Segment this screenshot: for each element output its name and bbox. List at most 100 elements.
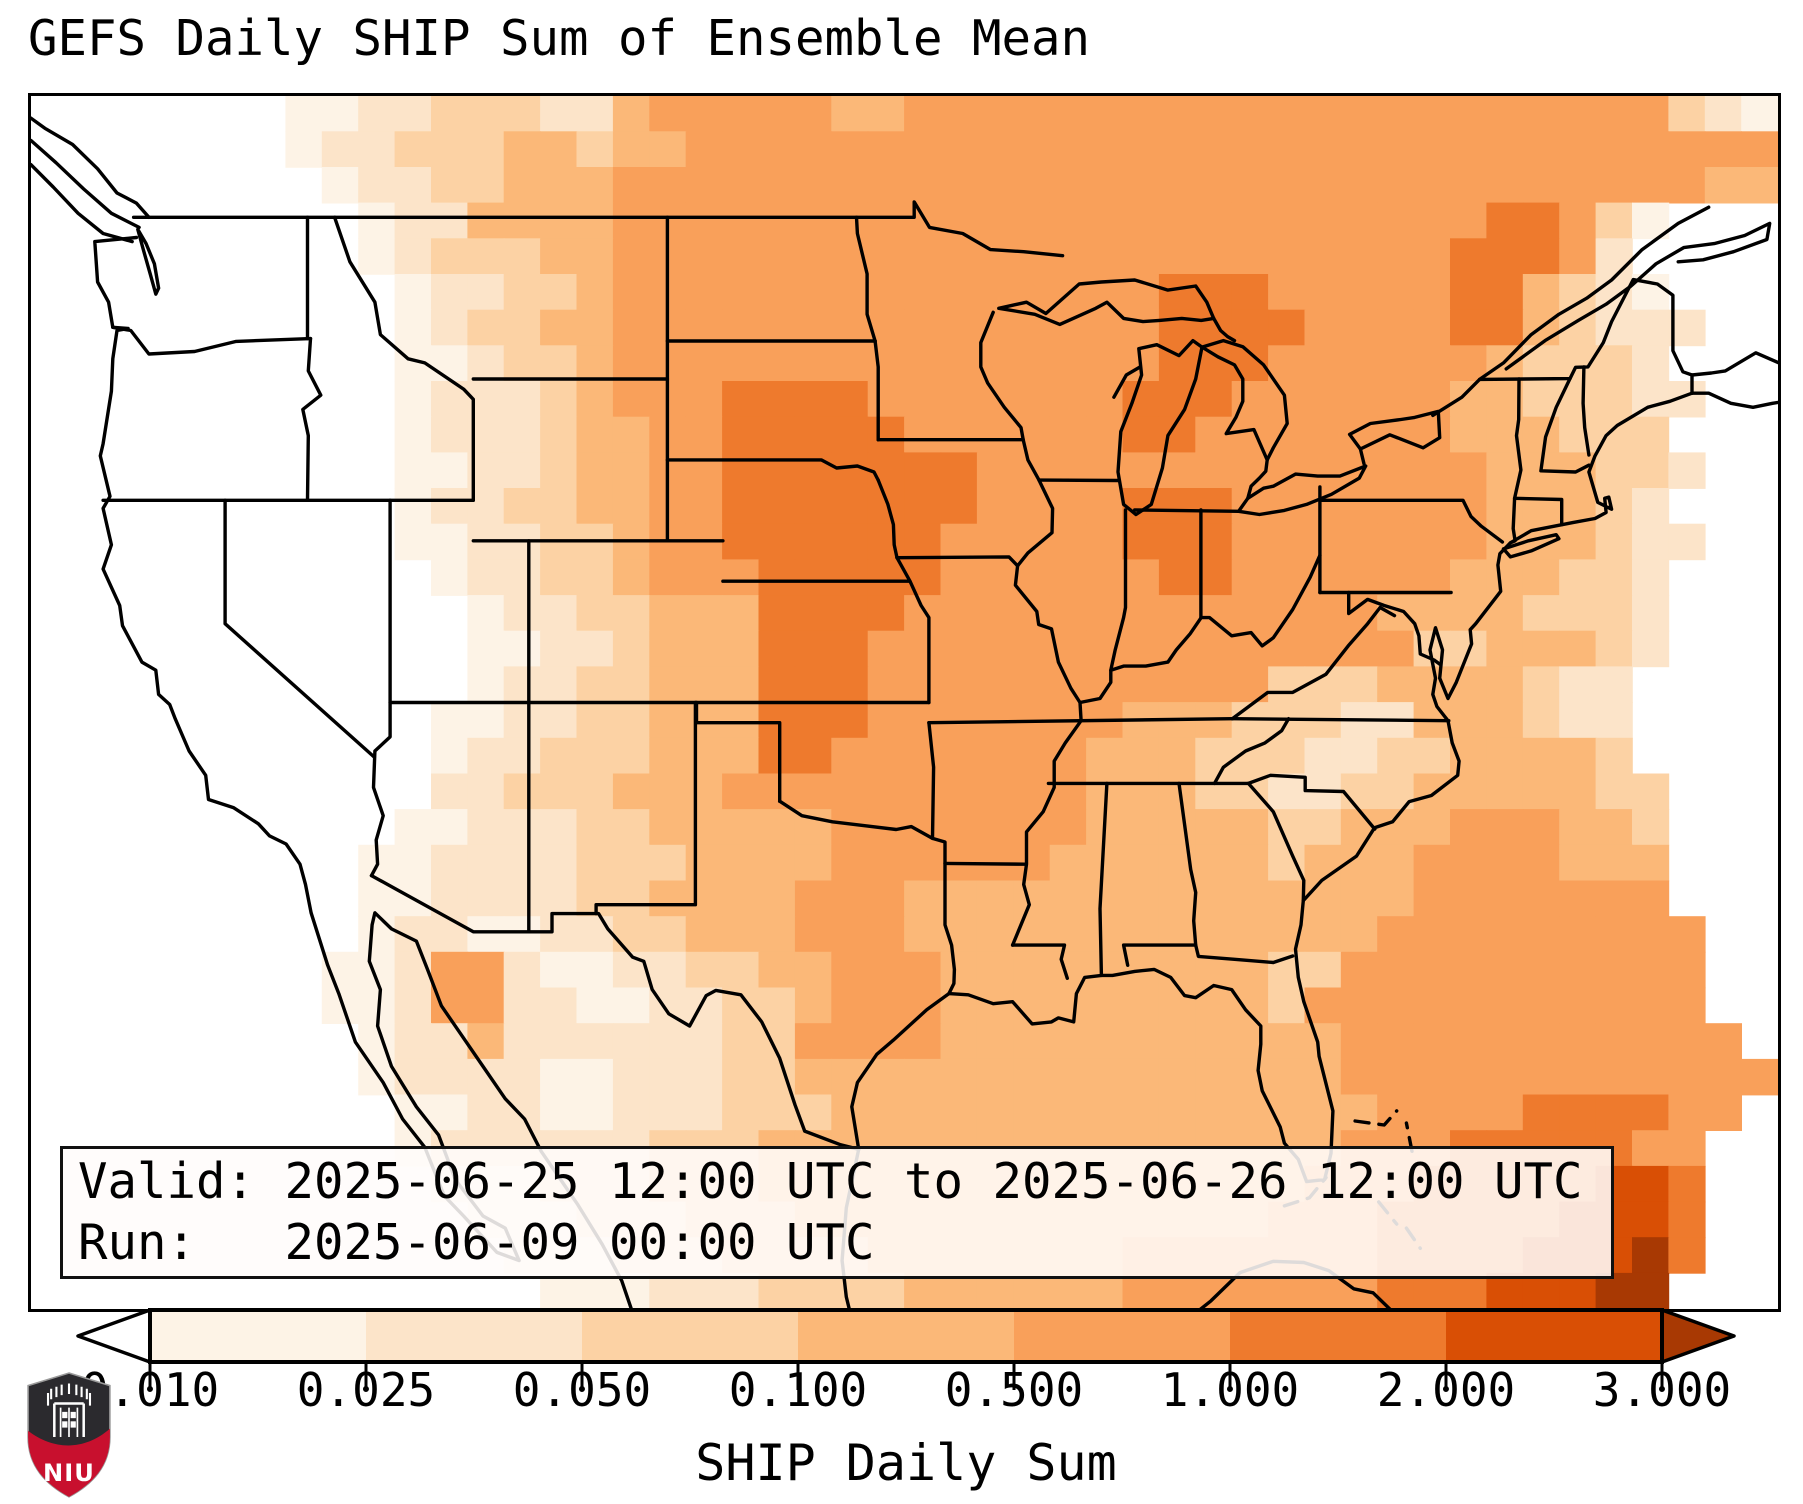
heatmap-cell [1013,666,1050,703]
heatmap-cell [1414,774,1451,811]
heatmap-cell [1232,809,1269,846]
heatmap-cell [431,167,468,204]
heatmap-cell [1486,488,1523,525]
heatmap-cell [904,1059,941,1096]
heatmap-cell [1086,488,1123,525]
heatmap-cell [868,988,905,1025]
heatmap-cell [941,310,978,347]
heatmap-cell [1450,452,1487,489]
heatmap-cell [577,595,614,632]
heatmap-cell [1523,702,1560,739]
heatmap-cell [1013,167,1050,204]
heatmap-cell [1705,1059,1742,1096]
heatmap-cell [1195,167,1232,204]
heatmap-cell [431,203,468,240]
heatmap-cell [941,417,978,454]
heatmap-cell [504,774,541,811]
heatmap-cell [1013,381,1050,418]
heatmap-cell [941,1095,978,1132]
heatmap-cell [722,417,759,454]
heatmap-cell [1414,131,1451,168]
heatmap-cell [1559,666,1596,703]
heatmap-cell [1450,1059,1487,1096]
heatmap-cell [431,559,468,596]
heatmap-cell [1559,845,1596,882]
heatmap-cell [1341,452,1378,489]
heatmap-cell [1668,452,1705,489]
heatmap-cell [1123,1059,1160,1096]
heatmap-cell [1668,916,1705,953]
heatmap-cell [686,774,723,811]
heatmap-cell [1377,738,1414,775]
heatmap-cell [1414,595,1451,632]
heatmap-cell [831,881,868,918]
heatmap-cell [1305,131,1342,168]
heatmap-cell [540,952,577,989]
heatmap-cell [1086,988,1123,1025]
heatmap-cell [1486,1059,1523,1096]
heatmap-cell [722,881,759,918]
heatmap-cell [1632,1237,1669,1274]
heatmap-cell [977,452,1014,489]
heatmap-cell [431,488,468,525]
heatmap-cell [649,666,686,703]
heatmap-cell [686,381,723,418]
heatmap-cell [431,774,468,811]
heatmap-cell [831,916,868,953]
heatmap-cell [467,988,504,1025]
heatmap-cell [1123,559,1160,596]
heatmap-cell [868,916,905,953]
heatmap-cell [1159,96,1196,132]
heatmap-cell [1596,988,1633,1025]
heatmap-cell [1232,131,1269,168]
heatmap-cell [904,702,941,739]
heatmap-cell [977,167,1014,204]
heatmap-cell [1377,595,1414,632]
heatmap-cell [431,274,468,311]
heatmap-cell [1050,1023,1087,1059]
heatmap-cell [1632,1095,1669,1132]
heatmap-cell [722,774,759,811]
heatmap-cell [795,738,832,775]
heatmap-cell [395,845,432,882]
heatmap-cell [649,1023,686,1059]
heatmap-cell [1013,1059,1050,1096]
heatmap-cell [722,631,759,668]
heatmap-cell [722,916,759,953]
heatmap-cell [1123,988,1160,1025]
heatmap-cell [1050,131,1087,168]
heatmap-cell [285,96,322,132]
heatmap-cell [1341,1059,1378,1096]
heatmap-cell [1486,310,1523,347]
heatmap-cell [1123,916,1160,953]
heatmap-cell [1159,524,1196,561]
heatmap-cell [395,238,432,274]
heatmap-cell [1341,988,1378,1025]
heatmap-cell [941,738,978,775]
heatmap-cell [467,238,504,274]
heatmap-cell [1086,1059,1123,1096]
heatmap-cell [868,238,905,274]
heatmap-cell [831,809,868,846]
heatmap-cell [1450,238,1487,274]
heatmap-cell [1195,1059,1232,1096]
heatmap-cell [1050,845,1087,882]
heatmap-cell [941,381,978,418]
heatmap-cell [868,952,905,989]
heatmap-cell [1123,167,1160,204]
colorbar-extend-arrow [1662,1310,1734,1362]
heatmap-cell [1377,1023,1414,1059]
heatmap-cell [431,131,468,168]
heatmap-cell [795,631,832,668]
heatmap-cell [795,345,832,382]
heatmap-cell [395,381,432,418]
heatmap-cell [686,595,723,632]
heatmap-cell [1013,345,1050,382]
heatmap-cell [1377,488,1414,525]
heatmap-cell [1486,845,1523,882]
heatmap-cell [977,809,1014,846]
heatmap-cell [1341,738,1378,775]
heatmap-cell [831,952,868,989]
heatmap-cell [1195,1023,1232,1059]
heatmap-cell [1195,738,1232,775]
